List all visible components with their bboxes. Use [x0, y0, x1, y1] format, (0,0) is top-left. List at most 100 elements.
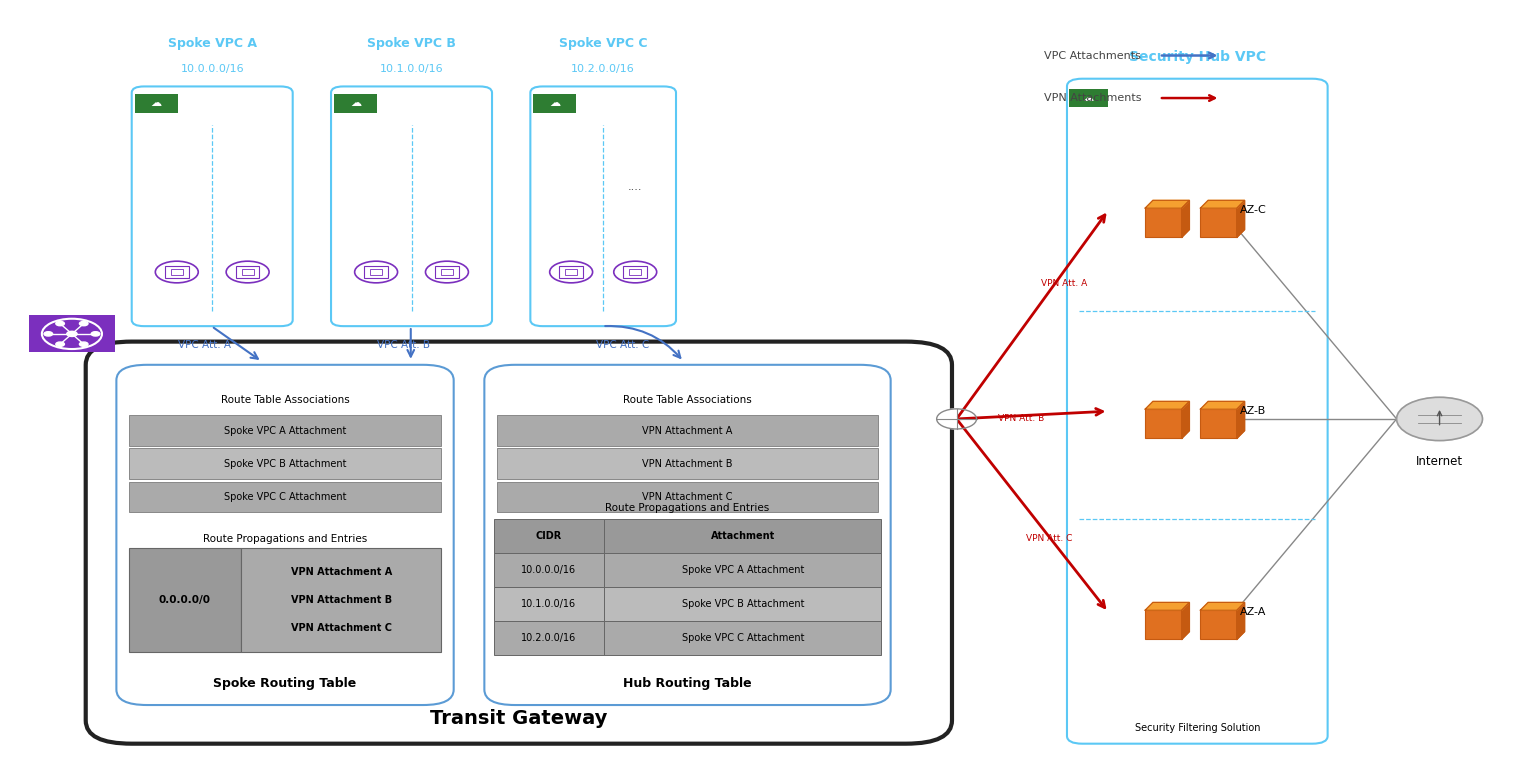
Text: 10.1.0.0/16: 10.1.0.0/16: [379, 64, 444, 74]
Bar: [129, 548, 241, 653]
Text: 0.0.0.0/0: 0.0.0.0/0: [158, 595, 210, 605]
Bar: [493, 621, 604, 655]
Bar: [241, 548, 441, 653]
Text: AZ-C: AZ-C: [1240, 205, 1267, 215]
Text: AZ-B: AZ-B: [1240, 406, 1267, 416]
Text: Spoke VPC B Attachment: Spoke VPC B Attachment: [224, 459, 346, 469]
Bar: [135, 94, 178, 113]
Bar: [1200, 610, 1236, 639]
Text: Spoke VPC A: Spoke VPC A: [167, 37, 257, 50]
Circle shape: [614, 262, 657, 282]
Text: 10.2.0.0/16: 10.2.0.0/16: [521, 633, 576, 643]
FancyBboxPatch shape: [332, 86, 492, 326]
Bar: [604, 553, 882, 587]
Bar: [604, 519, 882, 553]
Text: Route Table Associations: Route Table Associations: [221, 395, 349, 404]
FancyBboxPatch shape: [1068, 78, 1327, 743]
Circle shape: [55, 342, 65, 346]
Text: Attachment: Attachment: [711, 532, 774, 542]
Text: Route Propagations and Entries: Route Propagations and Entries: [605, 503, 770, 513]
Text: 10.0.0.0/16: 10.0.0.0/16: [521, 565, 576, 575]
Bar: [129, 449, 441, 480]
Bar: [1200, 409, 1236, 438]
Text: VPN Att. B: VPN Att. B: [998, 414, 1044, 424]
Text: ☁: ☁: [151, 99, 161, 109]
Text: 10.2.0.0/16: 10.2.0.0/16: [571, 64, 634, 74]
Text: VPC Att. C: VPC Att. C: [596, 341, 650, 351]
Bar: [604, 621, 882, 655]
Text: AZ-A: AZ-A: [1240, 608, 1267, 617]
Polygon shape: [1146, 200, 1189, 208]
Circle shape: [1396, 397, 1482, 441]
Bar: [29, 316, 115, 352]
Text: VPN Attachment B: VPN Attachment B: [642, 459, 733, 469]
Circle shape: [425, 262, 468, 282]
Text: ☁: ☁: [1083, 93, 1094, 103]
Text: VPN Attachment C: VPN Attachment C: [290, 623, 392, 633]
Text: Spoke Routing Table: Spoke Routing Table: [214, 677, 356, 690]
Text: VPN Att. C: VPN Att. C: [1026, 535, 1072, 543]
FancyBboxPatch shape: [117, 365, 453, 705]
Text: VPN Attachment B: VPN Attachment B: [290, 595, 392, 605]
Bar: [624, 266, 647, 278]
Text: VPC Attachments: VPC Attachments: [1044, 50, 1141, 61]
FancyBboxPatch shape: [484, 365, 891, 705]
Polygon shape: [1181, 602, 1189, 639]
Circle shape: [80, 321, 88, 326]
Text: VPN Attachments: VPN Attachments: [1044, 93, 1141, 103]
Circle shape: [355, 262, 398, 282]
Text: Spoke VPC B: Spoke VPC B: [367, 37, 456, 50]
Text: Internet: Internet: [1416, 455, 1464, 468]
Bar: [604, 587, 882, 621]
Bar: [435, 266, 459, 278]
Circle shape: [45, 331, 52, 336]
Text: ☁: ☁: [350, 99, 361, 109]
Circle shape: [937, 409, 977, 429]
Text: VPN Attachment A: VPN Attachment A: [290, 567, 392, 577]
Bar: [1146, 208, 1181, 237]
Text: Spoke VPC C Attachment: Spoke VPC C Attachment: [682, 633, 803, 643]
Polygon shape: [1200, 602, 1244, 610]
Bar: [559, 266, 584, 278]
Bar: [1200, 208, 1236, 237]
FancyBboxPatch shape: [530, 86, 676, 326]
Text: VPN Att. A: VPN Att. A: [1041, 279, 1087, 288]
Bar: [1146, 409, 1181, 438]
Polygon shape: [1146, 401, 1189, 409]
Text: Security Filtering Solution: Security Filtering Solution: [1135, 723, 1260, 733]
Circle shape: [91, 331, 100, 336]
Polygon shape: [1236, 401, 1244, 438]
Text: Spoke VPC A Attachment: Spoke VPC A Attachment: [224, 425, 346, 435]
Bar: [241, 269, 253, 275]
Bar: [237, 266, 260, 278]
Circle shape: [80, 342, 88, 346]
Polygon shape: [1181, 401, 1189, 438]
Bar: [364, 266, 389, 278]
Bar: [129, 482, 441, 512]
Bar: [129, 415, 441, 446]
Text: VPN Attachment C: VPN Attachment C: [642, 492, 733, 502]
Text: Spoke VPC A Attachment: Spoke VPC A Attachment: [682, 565, 803, 575]
Bar: [493, 587, 604, 621]
Text: Security Hub VPC: Security Hub VPC: [1129, 50, 1266, 64]
Text: Route Table Associations: Route Table Associations: [624, 395, 753, 404]
Bar: [1146, 610, 1181, 639]
Circle shape: [155, 262, 198, 282]
Text: Spoke VPC C Attachment: Spoke VPC C Attachment: [224, 492, 346, 502]
Bar: [630, 269, 641, 275]
Bar: [493, 519, 604, 553]
Text: CIDR: CIDR: [536, 532, 562, 542]
Bar: [496, 449, 879, 480]
Circle shape: [550, 262, 593, 282]
Circle shape: [226, 262, 269, 282]
Polygon shape: [1181, 200, 1189, 237]
Polygon shape: [1236, 200, 1244, 237]
Text: ☁: ☁: [550, 99, 561, 109]
Bar: [496, 482, 879, 512]
Polygon shape: [1236, 602, 1244, 639]
Bar: [441, 269, 453, 275]
Text: VPC Att. A: VPC Att. A: [178, 341, 230, 351]
Text: Spoke VPC B Attachment: Spoke VPC B Attachment: [682, 599, 803, 609]
Text: ....: ....: [628, 182, 642, 192]
Polygon shape: [1146, 602, 1189, 610]
